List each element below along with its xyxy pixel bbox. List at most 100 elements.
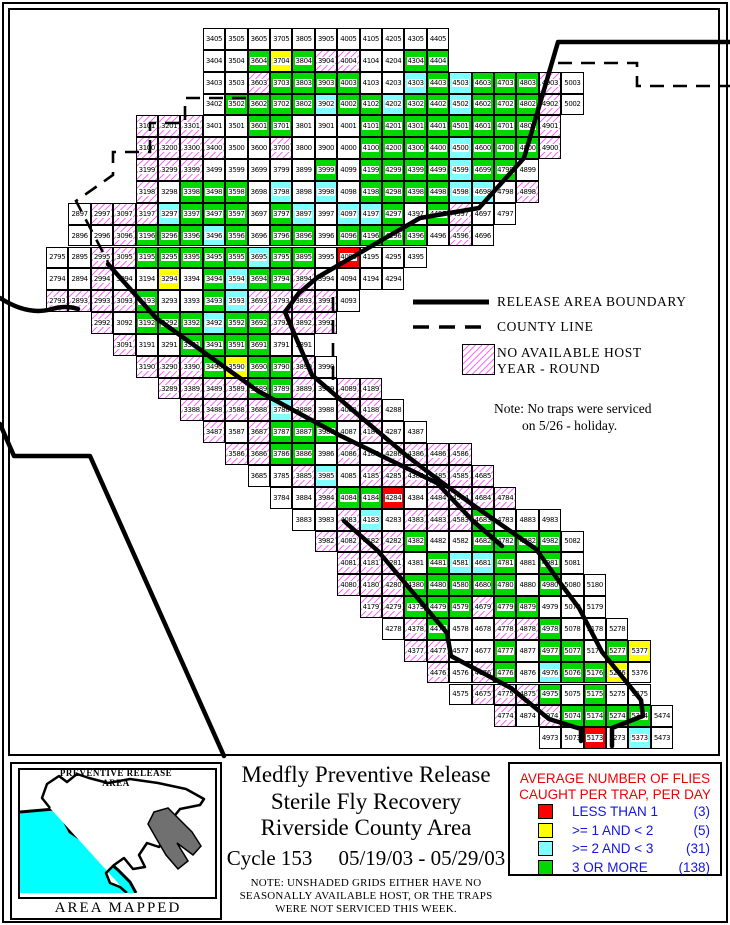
grid-cell-label: 3704 — [272, 56, 290, 65]
grid-cell-label: 3605 — [250, 34, 268, 43]
grid-cell-5078: 5078 — [561, 617, 584, 640]
grid-cell-label: 2894 — [70, 275, 89, 284]
grid-cell-4099: 4099 — [337, 159, 360, 181]
grid-cell-label: 2793 — [48, 297, 66, 306]
grid-cell-label: 4282 — [384, 537, 402, 546]
grid-cell-4599: 4599 — [449, 159, 472, 181]
grid-cell-4377: 4377 — [404, 639, 427, 662]
grid-cell-label: 4483 — [429, 515, 447, 524]
grid-cell-4003: 4003 — [337, 71, 360, 94]
grid-cell-label: 3588 — [227, 406, 245, 415]
grid-cell-4484: 4484 — [426, 486, 450, 509]
grid-cell-3705: 3705 — [270, 28, 293, 50]
grid-cell-4498: 4498 — [426, 180, 450, 203]
grid-cell-label: 3394 — [182, 275, 201, 284]
grid-cell-4675: 4675 — [471, 683, 494, 706]
grid-cell-3390: 3390 — [180, 355, 203, 378]
grid-cell-label: 4380 — [406, 581, 425, 590]
grid-cell-label: 4496 — [429, 231, 447, 240]
grid-cell-4874: 4874 — [516, 705, 539, 728]
grid-cell-label: 3393 — [182, 297, 201, 306]
grid-cell-label: 3891 — [294, 340, 313, 349]
grid-cell-label: 5276 — [608, 668, 626, 677]
grid-cell-3889: 3889 — [292, 377, 315, 400]
grid-cell-label: 4800 — [518, 144, 537, 153]
grid-cell-label: 3403 — [205, 78, 223, 87]
grid-cell-3300: 3300 — [180, 137, 203, 160]
grid-cell-label: 4877 — [518, 646, 537, 655]
grid-cell-3497: 3497 — [202, 202, 226, 225]
grid-cell-label: 3797 — [272, 209, 290, 218]
grid-cell-label: 3494 — [205, 275, 223, 284]
grid-cell-4205: 4205 — [382, 28, 405, 50]
grid-cell-label: 3299 — [160, 166, 178, 175]
grid-cell-4104: 4104 — [359, 49, 382, 72]
grid-cell-label: 3295 — [160, 253, 178, 262]
grid-cell-3599: 3599 — [225, 159, 248, 181]
grid-cell-4183: 4183 — [359, 508, 382, 531]
grid-cell-3494: 3494 — [202, 268, 226, 291]
grid-cell-label: 4486 — [429, 450, 447, 459]
grid-cell-3201: 3201 — [158, 115, 181, 138]
grid-cell-label: 4400 — [429, 144, 447, 153]
grid-cell-3091: 3091 — [113, 333, 136, 356]
grid-cell-4980: 4980 — [538, 574, 562, 597]
grid-cell-4684: 4684 — [471, 486, 494, 509]
grid-cell-label: 4385 — [406, 471, 425, 480]
grid-cell-label: 3092 — [115, 318, 133, 327]
grid-cell-4501: 4501 — [449, 115, 472, 138]
grid-cell-2897: 2897 — [68, 202, 91, 225]
grid-cell-5002: 5002 — [561, 93, 584, 116]
release-boundary-legend-label: RELEASE AREA BOUNDARY — [497, 294, 687, 309]
grid-cell-label: 5073 — [563, 734, 581, 743]
grid-cell-4400: 4400 — [426, 137, 450, 160]
grid-cell-4979: 4979 — [538, 596, 562, 618]
grid-cell-label: 4600 — [474, 144, 492, 153]
grid-cell-3586: 3586 — [225, 443, 248, 465]
grid-cell-label: 4575 — [451, 690, 469, 699]
grid-cell-label: 5180 — [586, 581, 604, 590]
area-mapped-caption: AREA MAPPED — [54, 900, 182, 916]
grid-cell-label: 3893 — [294, 297, 313, 306]
grid-cell-3496: 3496 — [202, 224, 226, 247]
grid-cell-4783: 4783 — [494, 508, 517, 531]
grid-cell-label: 4286 — [384, 450, 402, 459]
grid-cell-label: 3901 — [317, 122, 335, 131]
grid-cell-label: 4205 — [384, 34, 402, 43]
grid-cell-3800: 3800 — [292, 137, 315, 160]
grid-cell-3401: 3401 — [202, 115, 226, 138]
grid-cell-label: 4503 — [451, 78, 469, 87]
grid-cell-label: 3194 — [138, 275, 156, 284]
grid-cell-label: 3693 — [250, 297, 268, 306]
grid-cell-3697: 3697 — [247, 202, 270, 225]
grid-cell-label: 3402 — [205, 100, 223, 109]
grid-cell-5074: 5074 — [561, 705, 584, 728]
grid-cell-3702: 3702 — [270, 93, 293, 116]
grid-cell-4382: 4382 — [404, 530, 427, 553]
fly-legend-item: 3 OR MORE (138) — [510, 859, 720, 878]
grid-cell-label: 4678 — [474, 624, 492, 633]
grid-cell-label: 4878 — [518, 624, 537, 633]
grid-cell-4902: 4902 — [538, 93, 562, 116]
grid-cell-label: 4298 — [384, 187, 402, 196]
grid-cell-5077: 5077 — [561, 639, 584, 662]
grid-cell-label: 4586 — [451, 450, 469, 459]
grid-cell-4575: 4575 — [449, 683, 472, 706]
grid-cell-5081: 5081 — [561, 552, 584, 575]
grid-cell-3402: 3402 — [202, 93, 226, 116]
grid-cell-label: 4975 — [541, 690, 559, 699]
grid-cell-3602: 3602 — [247, 93, 270, 116]
no-host-legend-label-line2: YEAR - ROUND — [497, 361, 601, 376]
grid-cell-label: 3392 — [182, 318, 201, 327]
grid-cell-label: 3691 — [250, 340, 268, 349]
fly-legend-item: >= 1 AND < 2 (5) — [510, 822, 720, 841]
grid-cell-3294: 3294 — [158, 268, 181, 291]
grid-cell-3591: 3591 — [225, 333, 248, 356]
grid-cell-4283: 4283 — [382, 508, 405, 531]
grid-cell-4583: 4583 — [449, 508, 472, 531]
grid-cell-label: 4576 — [451, 668, 469, 677]
grid-cell-3699: 3699 — [247, 159, 270, 181]
grid-cell-4279: 4279 — [382, 596, 405, 618]
grid-cell-4700: 4700 — [494, 137, 517, 160]
grid-cell-5474: 5474 — [650, 705, 674, 728]
